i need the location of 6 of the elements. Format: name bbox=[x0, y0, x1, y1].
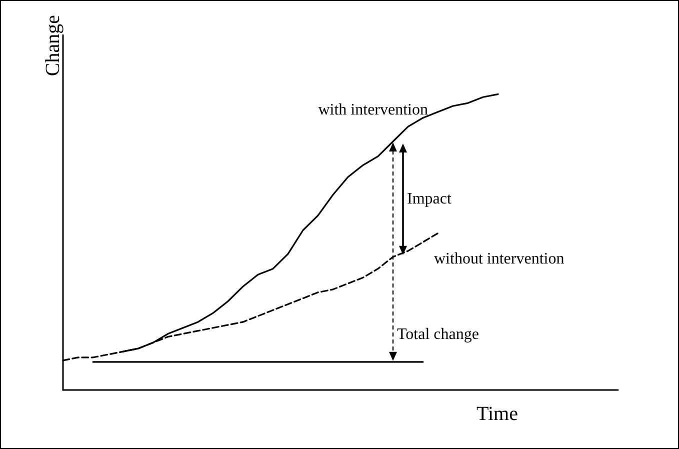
annotation: Impact bbox=[407, 190, 452, 208]
legend-label: without intervention bbox=[434, 250, 564, 268]
series-label: with intervention bbox=[318, 102, 428, 119]
y-axis-title: Change bbox=[42, 14, 64, 76]
x-axis-title: Time bbox=[476, 403, 518, 425]
annotation: Total change bbox=[397, 326, 479, 343]
